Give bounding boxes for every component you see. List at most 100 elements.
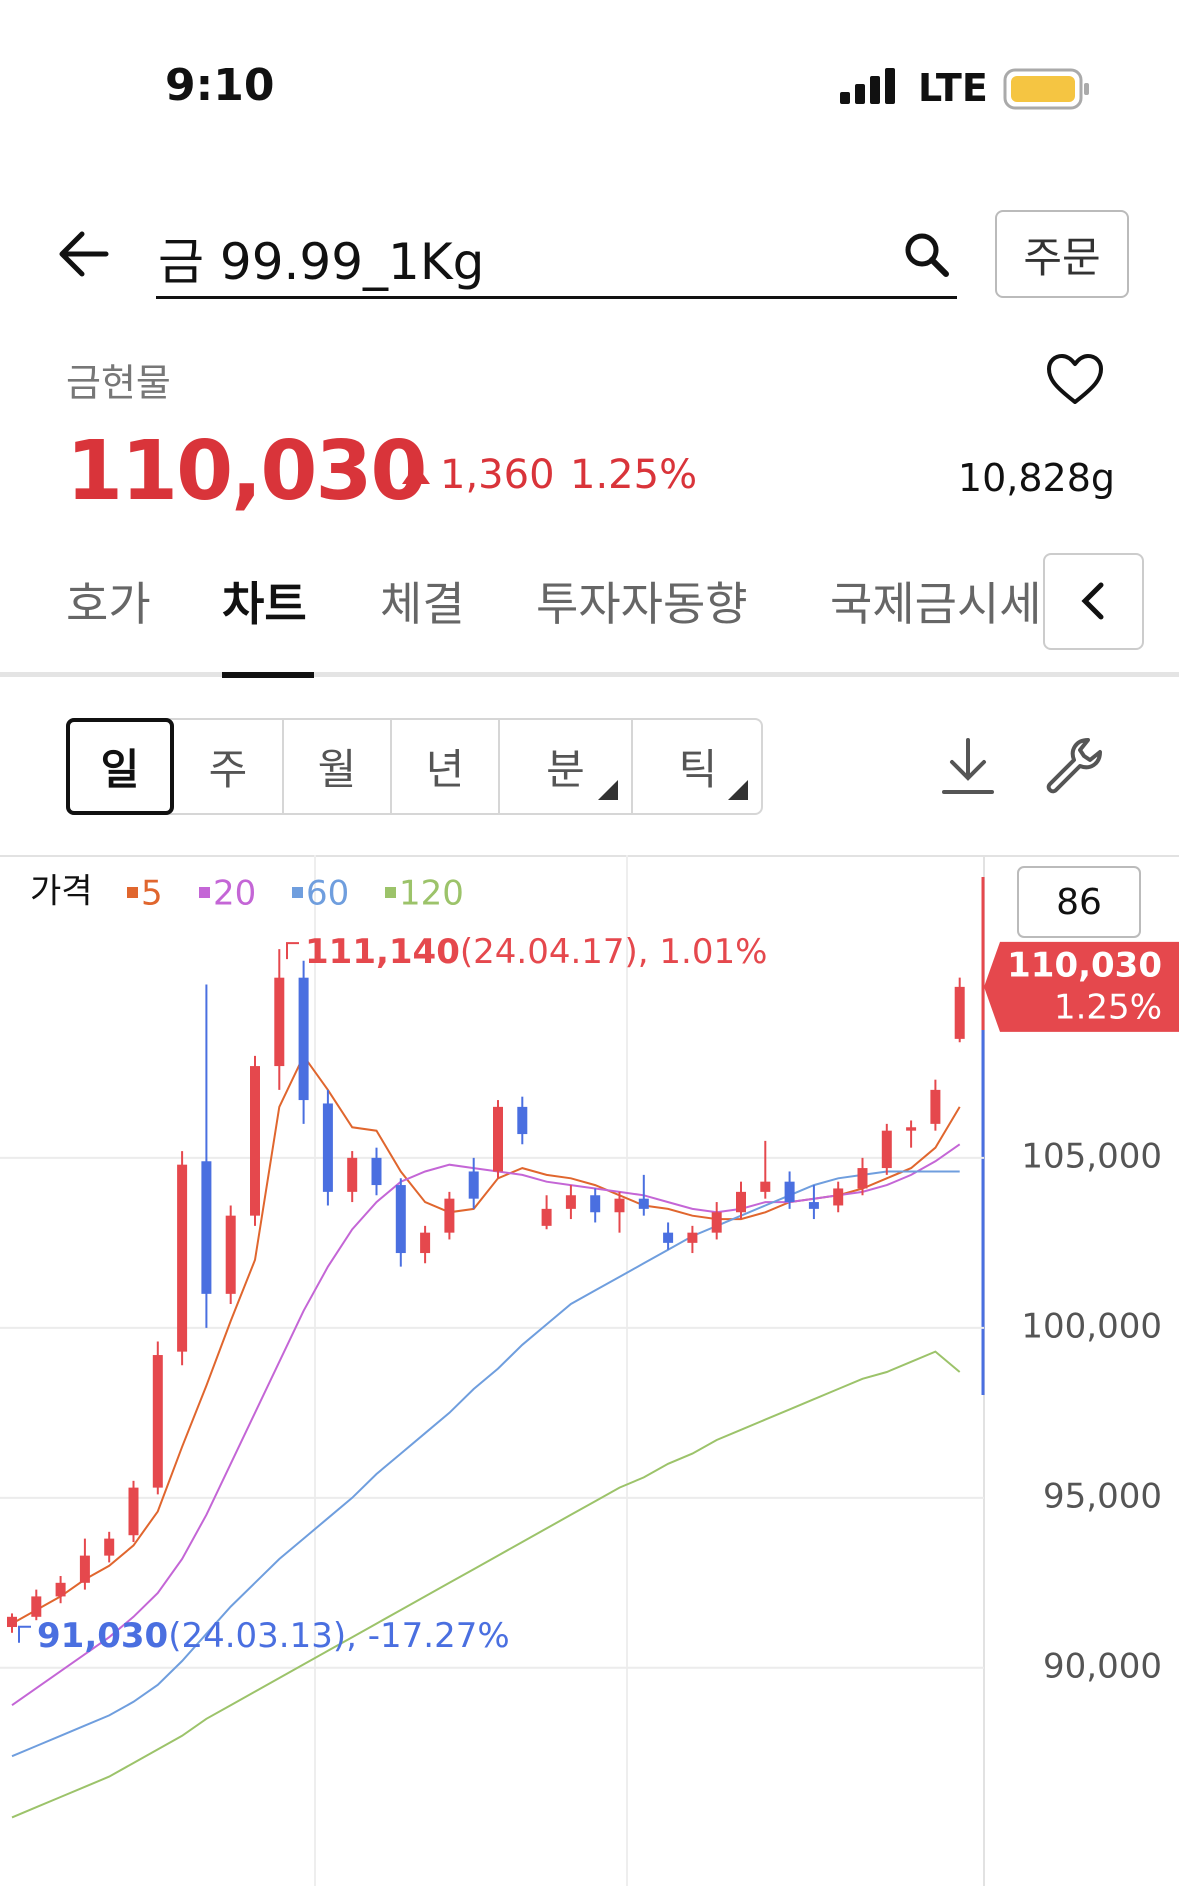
candle-body — [322, 1103, 333, 1192]
tab-scroll-button[interactable] — [1043, 553, 1144, 650]
tab-divider — [0, 672, 1179, 677]
dropdown-corner — [728, 780, 748, 800]
order-button[interactable]: 주문 — [995, 210, 1129, 298]
search-underline — [156, 296, 957, 299]
y-tick-label: 90,000 — [1043, 1646, 1162, 1686]
ma-line — [11, 1350, 961, 1819]
period-button[interactable]: 분 — [500, 718, 633, 815]
network-label: LTE — [918, 66, 988, 110]
legend-label: 60 — [306, 874, 349, 914]
candle-body — [954, 986, 965, 1039]
period-button[interactable]: 월 — [284, 718, 392, 815]
current-price: 110,030 — [66, 424, 427, 519]
price-chart: 가격 86 90,000 95,000 100,000 105,000 5 20 60 120… — [0, 855, 1179, 1886]
ma-line — [11, 1143, 961, 1707]
asset-category: 금현물 — [66, 361, 171, 405]
candle-body — [468, 1171, 479, 1199]
search-button[interactable] — [902, 230, 952, 280]
candle-body — [104, 1538, 115, 1556]
candle-body — [565, 1195, 576, 1209]
candle-body — [663, 1232, 674, 1243]
legend-swatch — [127, 887, 138, 898]
signal-icon — [840, 68, 895, 104]
legend-swatch — [385, 887, 396, 898]
period-button[interactable]: 년 — [392, 718, 500, 815]
candle-body — [128, 1487, 139, 1536]
favorite-button[interactable] — [1045, 352, 1105, 408]
candle-body — [177, 1164, 188, 1352]
candle-body — [395, 1185, 406, 1254]
legend-label: 5 — [141, 874, 163, 914]
tab[interactable]: 국제금시세 — [830, 577, 1040, 631]
tab-indicator — [222, 672, 314, 678]
candle-body — [250, 1066, 260, 1216]
candle-body — [638, 1198, 649, 1209]
candle-body — [784, 1181, 795, 1203]
tab[interactable]: 투자자동향 — [536, 577, 748, 631]
y-tick-label: 95,000 — [1043, 1476, 1162, 1516]
candle-body — [881, 1130, 892, 1169]
low-label-value: 91,030 — [37, 1615, 168, 1655]
legend-label: 20 — [213, 874, 256, 914]
up-arrow — [402, 464, 430, 484]
candle-body — [31, 1596, 42, 1617]
y-tick-label: 105,000 — [1021, 1136, 1162, 1176]
status-time: 9:10 — [165, 60, 275, 111]
candle-body — [517, 1106, 528, 1135]
high-label-arrow — [286, 942, 299, 960]
ma-line — [11, 1053, 961, 1625]
low-label-detail: (24.03.13), -17.27% — [168, 1615, 509, 1655]
settings-button[interactable] — [1042, 734, 1106, 798]
chevron-icon — [1081, 582, 1104, 620]
search-field-text[interactable]: 금 99.99_1Kg — [158, 233, 485, 291]
period-button[interactable]: 주 — [174, 718, 284, 815]
candle-body — [420, 1232, 431, 1254]
period-button[interactable]: 틱 — [678, 745, 718, 794]
legend-title: 가격 — [30, 872, 93, 912]
indicator-value: 86 — [1056, 882, 1102, 923]
low-label: 91,030(24.03.13), -17.27% — [37, 1615, 510, 1655]
candle-body — [152, 1355, 163, 1488]
candle-body — [79, 1555, 90, 1583]
candle-body — [833, 1188, 844, 1206]
download-button[interactable] — [940, 736, 996, 796]
price-tag-change: 1.25% — [1054, 987, 1162, 1027]
candle-body — [590, 1195, 601, 1213]
volume: 10,828g — [957, 456, 1115, 500]
tab-active[interactable]: 차트 — [222, 577, 307, 631]
legend-label: 120 — [399, 874, 464, 914]
candle-body — [298, 977, 309, 1101]
tab[interactable]: 호가 — [66, 577, 151, 631]
candle-body — [225, 1215, 236, 1294]
dropdown-corner — [598, 780, 618, 800]
candle-body — [760, 1181, 771, 1192]
candle-body — [930, 1089, 941, 1124]
candle-body — [711, 1212, 722, 1233]
candle-body — [493, 1106, 503, 1172]
tab[interactable]: 체결 — [380, 577, 465, 631]
candle-body — [347, 1157, 358, 1192]
tab-bar: 호가 차트 체결 투자자동향 국제금시세 — [0, 540, 1040, 675]
high-label: 111,140(24.04.17), 1.01% — [305, 932, 767, 972]
candle-body — [906, 1127, 917, 1131]
candle-body — [201, 1161, 212, 1294]
back-button[interactable] — [56, 228, 112, 280]
candle-body — [55, 1582, 66, 1597]
price-tag-value: 110,030 — [1007, 945, 1162, 985]
price-change-rate: 1.25% — [570, 452, 698, 498]
period-button-active[interactable]: 일 — [66, 718, 174, 815]
price-change: 1,360 — [440, 452, 555, 498]
candle-body — [7, 1616, 17, 1628]
candle-body — [808, 1202, 819, 1209]
candle-body — [687, 1232, 698, 1243]
candle-body — [444, 1198, 455, 1233]
candle-body — [541, 1208, 552, 1226]
y-tick-label: 100,000 — [1021, 1306, 1162, 1346]
legend-swatch — [199, 887, 210, 898]
candle-body — [614, 1198, 625, 1213]
candle-body — [274, 977, 285, 1067]
candle-body — [736, 1191, 746, 1213]
high-label-detail: (24.04.17), 1.01% — [460, 932, 768, 972]
ma-line — [11, 1170, 960, 1758]
